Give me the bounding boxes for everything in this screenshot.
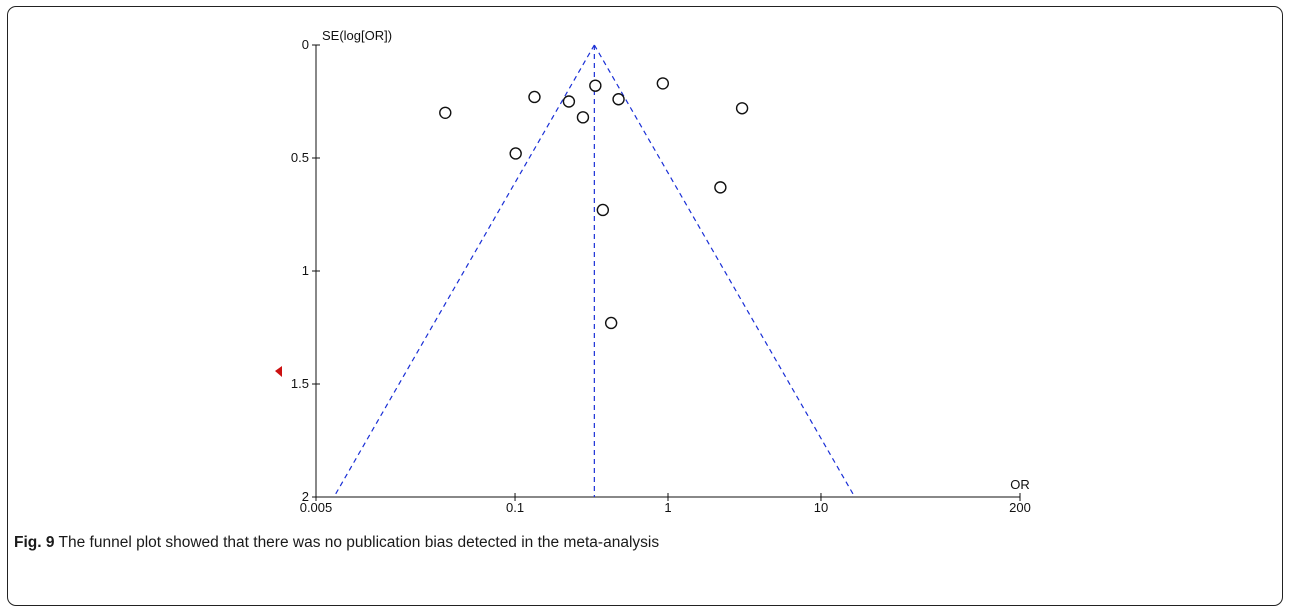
figure-caption: Fig. 9 The funnel plot showed that there…	[14, 534, 1274, 552]
study-point	[439, 106, 452, 120]
study-point	[509, 147, 522, 160]
y-tick-label: 0.5	[291, 150, 309, 165]
study-points	[439, 77, 749, 330]
study-point	[714, 181, 727, 194]
x-tick-label: 200	[1009, 500, 1031, 515]
y-tick-label: 1	[302, 263, 309, 278]
study-point	[576, 111, 590, 124]
study-point	[656, 77, 670, 90]
y-tick-label: 0	[302, 37, 309, 52]
study-point	[596, 203, 610, 217]
study-point	[589, 79, 602, 92]
lower-confidence-limit-line	[333, 44, 595, 498]
study-point	[562, 95, 576, 108]
x-tick-label: 0.005	[300, 500, 333, 515]
axes: 0 0.5 1 1.5 20.005 0.1 1 10 200	[291, 37, 1031, 515]
y-tick-label: 1.5	[291, 376, 309, 391]
study-point	[612, 93, 625, 106]
x-tick-label: 10	[814, 500, 828, 515]
upper-confidence-limit-line	[593, 44, 856, 498]
study-point	[528, 90, 541, 104]
y-axis-title: SE(log[OR])	[322, 28, 392, 43]
triangle-left-icon[interactable]	[275, 366, 282, 377]
triangle-left-shape	[275, 366, 282, 377]
x-axis-title: OR	[1010, 477, 1030, 492]
caption-text: The funnel plot showed that there was no…	[58, 534, 660, 551]
figure-label: Fig. 9	[14, 534, 55, 551]
x-tick-label: 1	[664, 500, 671, 515]
study-point	[604, 316, 618, 330]
funnel-plot: 0 0.5 1 1.5 20.005 0.1 1 10 200 SE(log[OR]) OR	[275, 28, 1031, 515]
x-tick-label: 0.1	[506, 500, 524, 515]
y-tick-label: 2	[302, 489, 309, 504]
study-point	[735, 102, 749, 115]
funnel-lines	[333, 44, 856, 498]
